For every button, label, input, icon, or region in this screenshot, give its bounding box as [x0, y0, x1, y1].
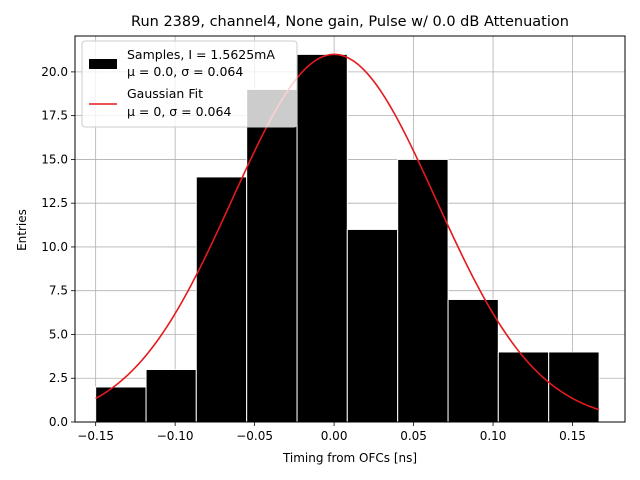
- chart-title: Run 2389, channel4, None gain, Pulse w/ …: [131, 14, 569, 30]
- histogram-bar: [195, 176, 248, 423]
- histogram-bar: [95, 386, 147, 423]
- histogram-bar: [397, 158, 449, 423]
- y-tick-label: 5.0: [49, 327, 68, 341]
- y-tick-label: 17.5: [41, 109, 68, 123]
- histogram-bar: [548, 351, 600, 423]
- y-axis-ticks: 0.0 2.5 5.0 7.5 10.0 12.5 15.0 17.5 20.0: [41, 65, 75, 429]
- histogram-bar: [497, 351, 550, 423]
- gaussian-fit-line: [95, 53, 600, 411]
- histogram-bars: [95, 53, 600, 423]
- x-tick-label: 0.05: [400, 429, 427, 443]
- y-tick-label: 2.5: [49, 371, 68, 385]
- histogram-bar: [346, 228, 399, 423]
- x-tick-label: 0.15: [559, 429, 586, 443]
- legend-fit-line1: Gaussian Fit: [127, 86, 203, 101]
- y-tick-label: 7.5: [49, 284, 68, 298]
- legend-samples-line1: Samples, I = 1.5625mA: [127, 47, 275, 62]
- x-tick-label: 0.00: [321, 429, 348, 443]
- x-axis-label: Timing from OFCs [ns]: [282, 451, 417, 465]
- y-tick-label: 0.0: [49, 415, 68, 429]
- legend-box: [81, 40, 298, 128]
- x-tick-label: −0.15: [77, 429, 114, 443]
- axes-frame: [74, 35, 626, 423]
- legend-fit-line2: μ = 0, σ = 0.064: [127, 104, 231, 119]
- y-tick-label: 10.0: [41, 240, 68, 254]
- x-axis-ticks: −0.15 −0.10 −0.05 0.00 0.05 0.10 0.15: [77, 422, 586, 443]
- histogram-bar: [447, 298, 499, 423]
- legend-samples-line2: μ = 0.0, σ = 0.064: [127, 64, 243, 79]
- legend-bar-swatch: [89, 59, 117, 69]
- x-tick-label: 0.10: [480, 429, 507, 443]
- y-tick-label: 12.5: [41, 196, 68, 210]
- x-tick-label: −0.05: [236, 429, 273, 443]
- y-tick-label: 20.0: [41, 65, 68, 79]
- y-axis-label: Entries: [15, 209, 29, 251]
- legend: Samples, I = 1.5625mA μ = 0.0, σ = 0.064…: [81, 40, 298, 128]
- y-tick-label: 15.0: [41, 152, 68, 166]
- histogram-bar: [145, 368, 197, 423]
- histogram-bar: [296, 53, 348, 423]
- x-tick-label: −0.10: [157, 429, 194, 443]
- histogram-bar: [246, 88, 298, 423]
